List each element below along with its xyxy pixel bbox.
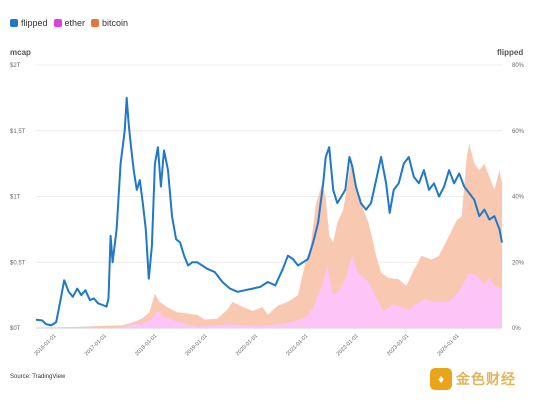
x-tick-label: 2021-01-01 — [285, 333, 309, 357]
x-tick-label: 2017-01-01 — [84, 333, 108, 357]
right-axis-title: flipped — [497, 48, 524, 57]
legend-item-bitcoin[interactable]: bitcoin — [91, 18, 128, 28]
right-tick-label: 60% — [512, 129, 525, 135]
area-series — [36, 143, 502, 328]
watermark: ♦ 金色财经 — [430, 368, 516, 390]
legend: flipped ether bitcoin — [10, 18, 128, 28]
x-tick-label: 2019-01-01 — [185, 333, 209, 357]
left-tick-label: $0.5T — [10, 260, 26, 266]
source-note: Source: TradingView — [10, 374, 66, 380]
legend-label-ether: ether — [64, 18, 86, 28]
right-axis: 0% 20% 40% 60% 80% — [512, 63, 525, 332]
left-tick-label: $1T — [10, 195, 21, 201]
x-tick-label: 2020-01-01 — [235, 333, 259, 357]
right-tick-label: 0% — [512, 326, 521, 332]
legend-item-ether[interactable]: ether — [53, 18, 86, 28]
right-tick-label: 80% — [512, 63, 525, 69]
right-tick-label: 20% — [512, 260, 525, 266]
left-tick-label: $1.5T — [10, 129, 26, 135]
x-tick-label: 2016-01-01 — [33, 333, 57, 357]
watermark-text: 金色财经 — [456, 371, 516, 387]
x-tick-label: 2022-01-01 — [336, 333, 360, 357]
x-axis: 2016-01-01 2017-01-01 2018-01-01 2019-01-01… — [33, 333, 460, 357]
left-axis: $0T $0.5T $1T $1.5T $2T — [10, 63, 26, 332]
line-flipped — [35, 96, 503, 327]
legend-swatch-bitcoin — [91, 19, 100, 27]
legend-swatch-flipped — [10, 19, 18, 27]
area-bitcoin — [36, 143, 502, 328]
left-tick-label: $2T — [10, 63, 21, 69]
area-ether — [36, 255, 502, 328]
x-tick-label: 2023-01-01 — [386, 333, 410, 357]
left-tick-label: $0T — [10, 326, 21, 332]
x-tick-label: 2018-01-01 — [134, 333, 158, 357]
right-tick-label: 40% — [512, 195, 525, 201]
legend-label-bitcoin: bitcoin — [102, 18, 129, 28]
legend-label-flipped: flipped — [21, 18, 48, 28]
line-series — [35, 96, 503, 327]
legend-item-flipped[interactable]: flipped — [10, 18, 48, 28]
x-tick-label: 2024-01-01 — [436, 333, 460, 357]
watermark-logo-icon: ♦ — [430, 368, 452, 390]
left-axis-title: mcap — [10, 48, 31, 57]
legend-swatch-ether — [53, 19, 62, 27]
